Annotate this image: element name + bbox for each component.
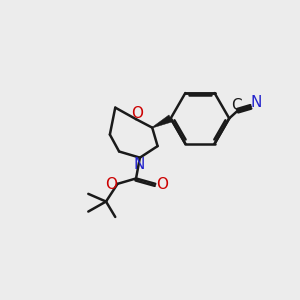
- Text: N: N: [250, 95, 262, 110]
- Text: N: N: [134, 157, 145, 172]
- Text: O: O: [132, 106, 144, 121]
- Polygon shape: [152, 115, 172, 128]
- Text: C: C: [231, 98, 242, 113]
- Text: O: O: [105, 177, 117, 192]
- Text: O: O: [156, 177, 168, 192]
